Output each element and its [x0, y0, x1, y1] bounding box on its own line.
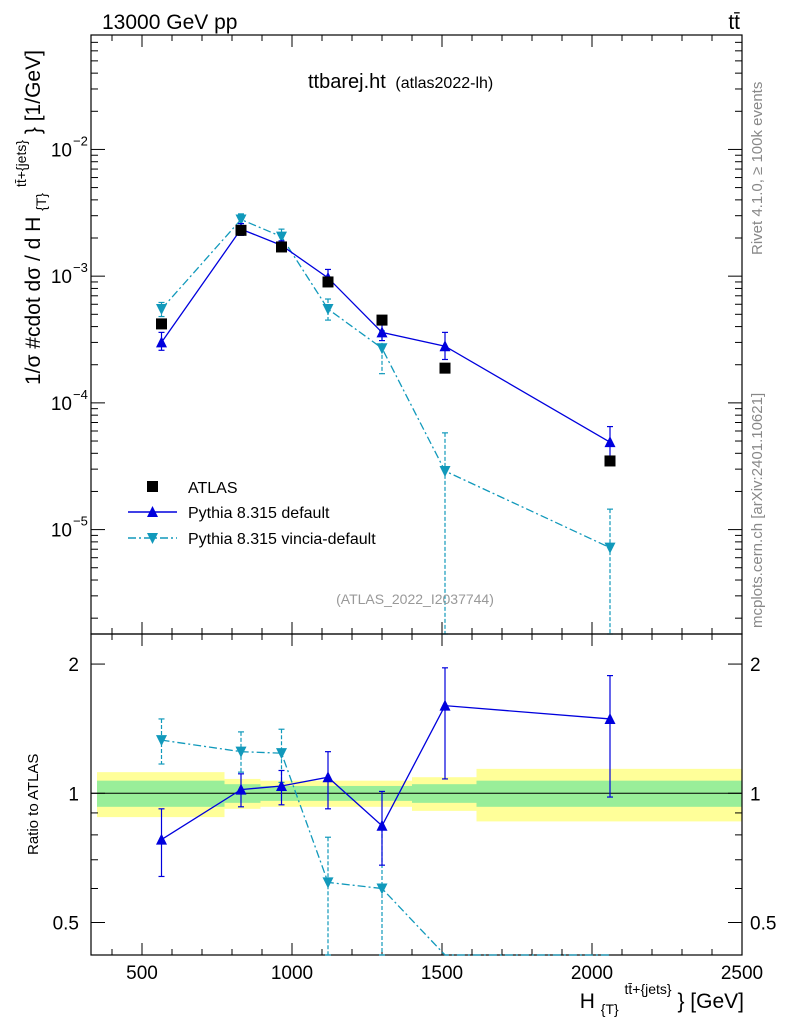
rivet-version-label: Rivet 4.1.0, ≥ 100k events	[749, 82, 766, 255]
x-tick-label: 2500	[721, 963, 763, 984]
ratio-point-vincia	[156, 735, 167, 747]
y-axis-title-main-tail: } [1/GeV]	[22, 50, 45, 134]
x-axis-title-text: H	[580, 990, 595, 1013]
x-tick-label: 1000	[271, 963, 313, 984]
legend: ATLAS Pythia 8.315 default Pythia 8.315 …	[128, 480, 376, 548]
y-axis-title-main: 1/σ #cdot dσ / d H {T} tt̄+{jets} } [1/G…	[8, 50, 51, 385]
plot-title: ttbarej.ht (atlas2022-lh)	[308, 71, 493, 93]
point-vincia	[604, 542, 616, 554]
y-ratio-tick-label-right: 0.5	[750, 913, 776, 934]
y-main-tick-exponent: −3	[73, 260, 88, 275]
process-label: tt̄	[728, 11, 740, 34]
point-vincia	[235, 214, 247, 226]
y-ratio-tick-label-right: 2	[750, 655, 761, 676]
ratio-point-vincia	[322, 877, 334, 889]
ratio-point-default	[156, 833, 167, 845]
ratio-point-vincia	[276, 748, 287, 760]
point-vincia	[156, 304, 167, 316]
y-ratio-tick-label: 2	[68, 655, 79, 676]
ratio-point-vincia	[376, 883, 388, 895]
y-main-tick-exponent: −5	[73, 514, 88, 529]
y-main-tick-exponent: −4	[73, 387, 88, 402]
y-ratio-tick-label-right: 1	[750, 784, 761, 805]
legend-label-vincia: Pythia 8.315 vincia-default	[188, 531, 376, 548]
y-main-tick-label: 10	[51, 267, 72, 288]
point-vincia	[376, 343, 388, 355]
x-axis-title-unit: } [GeV]	[677, 990, 744, 1013]
x-tick-label: 500	[126, 963, 158, 984]
legend-marker-vincia	[147, 533, 158, 544]
ratio-point-default	[276, 779, 287, 791]
point-atlas	[276, 241, 287, 253]
point-vincia	[322, 304, 334, 316]
x-axis-title-sup: tt̄+{jets}	[625, 981, 672, 997]
main-plot-panel: 10−210−310−410−5	[51, 34, 743, 955]
y-main-tick-label: 10	[51, 521, 72, 542]
ratio-point-default	[322, 771, 334, 783]
x-axis-title-sub: {T}	[601, 1001, 619, 1017]
legend-marker-default	[147, 506, 158, 517]
legend-label-atlas: ATLAS	[188, 480, 238, 497]
legend-label-default: Pythia 8.315 default	[188, 505, 330, 522]
energy-label: 13000 GeV pp	[102, 11, 237, 34]
ratio-point-default	[376, 819, 388, 831]
point-vincia	[276, 231, 287, 243]
point-default	[439, 340, 451, 352]
x-axis-title: H {T} tt̄+{jets} } [GeV]	[580, 976, 744, 1019]
ratio-point-default	[439, 699, 451, 711]
y-main-tick-label: 10	[51, 140, 72, 161]
point-vincia	[439, 466, 451, 478]
point-default	[156, 336, 167, 348]
y-axis-title-main-sub: {T}	[33, 193, 49, 211]
mcplots-label: mcplots.cern.ch [arXiv:2401.10621]	[749, 393, 766, 628]
ratio-point-vincia	[235, 746, 247, 758]
plot-title-main: ttbarej.ht	[308, 71, 386, 93]
point-default	[376, 326, 388, 338]
ratio-frame	[90, 633, 743, 956]
point-atlas	[322, 276, 334, 288]
y-axis-title-ratio: Ratio to ATLAS	[25, 754, 42, 855]
x-tick-label: 2000	[571, 963, 613, 984]
series-line-vincia	[161, 218, 611, 549]
plot-title-sub: (atlas2022-lh)	[395, 75, 493, 92]
y-main-tick-label: 10	[51, 394, 72, 415]
ratio-point-default	[235, 783, 247, 795]
ratio-plot-panel: 500 1000 1500 2000 2500 0.5 0.5 1 1 2 2	[53, 633, 776, 984]
point-atlas	[376, 314, 388, 326]
ratio-point-default	[604, 712, 616, 724]
legend-marker-atlas	[147, 481, 158, 492]
point-atlas	[235, 224, 247, 236]
point-atlas	[156, 318, 167, 330]
y-axis-title-main-sup: tt̄+{jets}	[13, 140, 29, 187]
y-main-tick-exponent: −2	[73, 133, 88, 148]
point-default	[604, 436, 616, 448]
y-axis-title-main-text: 1/σ #cdot dσ / d H	[22, 217, 45, 385]
x-tick-label: 1500	[421, 963, 463, 984]
point-atlas	[604, 455, 616, 467]
watermark-label: (ATLAS_2022_I2037744)	[336, 591, 494, 607]
point-atlas	[439, 362, 451, 374]
y-ratio-tick-label: 0.5	[53, 913, 79, 934]
y-ratio-tick-label: 1	[68, 784, 79, 805]
